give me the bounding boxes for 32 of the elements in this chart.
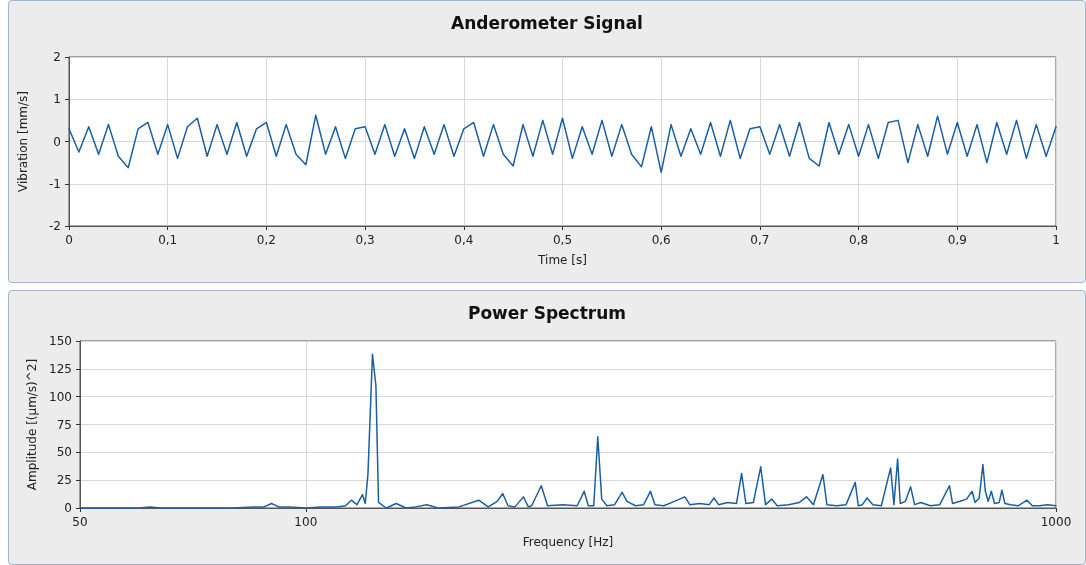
y-tick-label: 75 [56, 417, 72, 432]
x-axis-title: Frequency [Hz] [522, 535, 614, 549]
x-tick-label: 0,1 [158, 233, 178, 247]
y-axis-title: Amplitude [(µm/s)^2] [25, 358, 40, 491]
y-tick-label: -2 [49, 219, 61, 233]
x-tick-label: 0,9 [947, 233, 967, 247]
x-tick-label: 100 [294, 515, 318, 529]
y-tick-label: 50 [56, 445, 72, 460]
y-tick-label: 150 [49, 334, 72, 348]
y-tick-label: 0 [53, 134, 61, 149]
y-tick-label: 1 [53, 92, 61, 107]
y-tick-label: -1 [49, 176, 61, 191]
x-tick-label: 0,8 [849, 233, 869, 247]
x-tick-label: 1000 [1040, 515, 1072, 529]
chart-title: Anderometer Signal [451, 12, 643, 33]
x-axis-title: Time [s] [537, 253, 587, 267]
y-tick-label: 125 [49, 361, 72, 376]
y-tick-label: 0 [64, 501, 72, 515]
y-tick-label: 100 [49, 389, 72, 404]
chart-title: Power Spectrum [467, 302, 627, 323]
x-tick-label: 0,4 [454, 233, 474, 247]
x-tick-label: 0,7 [750, 233, 770, 247]
x-tick-label: 0,6 [651, 233, 671, 247]
y-tick-label: 25 [56, 473, 72, 488]
x-tick-label: 0,2 [256, 233, 276, 247]
x-tick-label: 50 [72, 515, 88, 529]
x-tick-label: 0,5 [552, 233, 573, 247]
y-axis-title: Vibration [mm/s] [16, 90, 30, 193]
y-tick-label: 2 [53, 50, 61, 64]
line-series [68, 114, 1057, 174]
x-tick-label: 0,3 [355, 233, 375, 247]
x-tick-label: 1 [1052, 233, 1060, 247]
